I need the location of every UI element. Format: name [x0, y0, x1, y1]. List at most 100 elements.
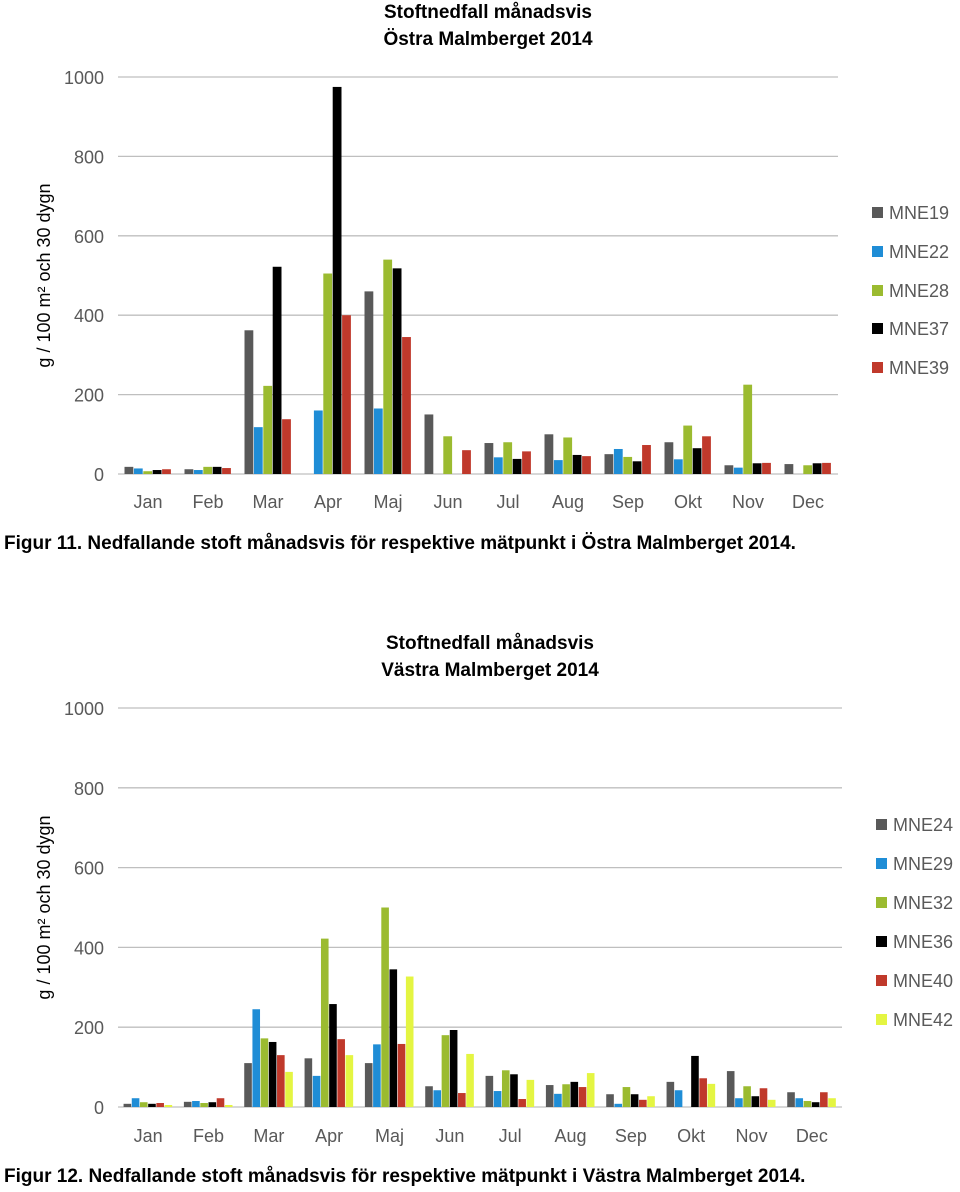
- bar-mne37: [572, 454, 582, 474]
- bar-mne36: [630, 1094, 639, 1107]
- bar-mne36: [691, 1055, 699, 1107]
- x-tick-label: Jun: [435, 1126, 464, 1146]
- bar-mne36: [751, 1096, 760, 1107]
- legend-swatch-mne40: [876, 975, 887, 986]
- y-tick-label: 800: [74, 779, 104, 799]
- bar-mne19: [724, 465, 734, 474]
- bar-mne19: [484, 443, 494, 474]
- bar-mne42: [526, 1079, 535, 1107]
- legend-label-mne40: MNE40: [893, 971, 953, 991]
- chart-west-svg: Stoftnedfall månadsvis Västra Malmberget …: [34, 633, 953, 1146]
- bar-mne24: [545, 1085, 554, 1107]
- bar-mne37: [392, 268, 402, 474]
- x-tick-label: Jan: [134, 1126, 163, 1146]
- x-tick-label: Nov: [732, 492, 764, 512]
- x-tick-label: Jul: [499, 1126, 522, 1146]
- bar-mne40: [156, 1103, 164, 1107]
- legend-swatch-mne19: [872, 207, 883, 218]
- y-tick-label: 600: [74, 859, 104, 879]
- bar-mne32: [562, 1084, 570, 1107]
- y-tick-label: 400: [74, 938, 104, 958]
- legend-label-mne37: MNE37: [889, 319, 949, 339]
- x-tick-label: Aug: [552, 492, 584, 512]
- bar-mne24: [485, 1075, 494, 1107]
- legend-label-mne42: MNE42: [893, 1010, 953, 1030]
- bar-mne22: [493, 457, 503, 474]
- x-tick-label: Jun: [433, 492, 462, 512]
- legend-swatch-mne39: [872, 362, 883, 373]
- x-tick-label: Mar: [253, 1126, 284, 1146]
- bar-mne29: [433, 1090, 442, 1107]
- x-tick-label: Sep: [615, 1126, 647, 1146]
- y-tick-label: 200: [74, 1018, 104, 1038]
- bar-mne42: [224, 1105, 233, 1107]
- bar-mne22: [313, 410, 323, 474]
- y-tick-label: 800: [74, 147, 104, 167]
- bar-mne24: [425, 1086, 433, 1107]
- bar-mne22: [373, 408, 383, 474]
- legend-label-mne36: MNE36: [893, 932, 953, 952]
- bar-mne32: [381, 907, 389, 1107]
- legend-label-mne28: MNE28: [889, 281, 949, 301]
- bar-mne32: [622, 1087, 631, 1107]
- bar-mne42: [707, 1083, 716, 1107]
- bar-mne32: [501, 1070, 510, 1107]
- bar-mne19: [604, 454, 614, 474]
- bar-mne29: [735, 1098, 743, 1107]
- bar-mne37: [152, 470, 162, 474]
- bar-mne24: [726, 1071, 735, 1107]
- x-tick-label: Jul: [496, 492, 519, 512]
- bar-mne28: [383, 259, 393, 474]
- bar-mne36: [510, 1074, 518, 1107]
- bar-mne37: [812, 463, 822, 474]
- bar-mne40: [216, 1098, 225, 1107]
- figure-caption-west: Figur 12. Nedfallande stoft månadsvis fö…: [4, 1166, 806, 1187]
- bar-mne39: [462, 450, 471, 474]
- bar-mne32: [743, 1086, 751, 1107]
- bar-mne42: [405, 976, 414, 1107]
- bar-mne29: [192, 1101, 200, 1107]
- bar-mne29: [312, 1075, 321, 1107]
- bar-mne24: [364, 1063, 373, 1107]
- bar-mne39: [402, 337, 411, 474]
- bar-mne37: [272, 266, 282, 474]
- y-tick-label: 1000: [64, 699, 104, 719]
- bar-mne29: [795, 1098, 804, 1107]
- bar-mne36: [148, 1103, 156, 1107]
- bar-mne39: [222, 468, 231, 474]
- x-tick-label: Aug: [554, 1126, 586, 1146]
- bar-mne40: [699, 1078, 707, 1107]
- bar-mne32: [260, 1038, 269, 1107]
- bar-mne37: [332, 86, 342, 475]
- bar-mne42: [164, 1105, 173, 1107]
- figure-caption-east: Figur 11. Nedfallande stoft månadsvis fö…: [4, 533, 796, 554]
- legend-swatch-mne28: [872, 285, 883, 296]
- bar-mne22: [193, 470, 203, 474]
- bar-mne40: [337, 1039, 345, 1107]
- bar-mne19: [124, 466, 134, 474]
- bar-mne22: [613, 448, 623, 474]
- bar-mne28: [563, 437, 573, 474]
- y-tick-label: 1000: [64, 68, 104, 88]
- bar-mne36: [208, 1102, 217, 1107]
- bar-mne39: [522, 451, 531, 474]
- bar-mne32: [139, 1102, 148, 1107]
- bar-mne36: [449, 1029, 458, 1107]
- bar-mne32: [200, 1103, 208, 1107]
- bar-mne37: [752, 463, 762, 474]
- bar-mne42: [285, 1071, 293, 1107]
- x-tick-label: Nov: [735, 1126, 767, 1146]
- bar-mne40: [277, 1055, 285, 1107]
- bar-mne19: [664, 442, 674, 474]
- y-tick-label: 200: [74, 386, 104, 406]
- x-tick-label: Okt: [674, 492, 702, 512]
- bar-mne28: [623, 456, 633, 474]
- bar-mne28: [503, 442, 513, 474]
- bar-mne24: [244, 1063, 252, 1107]
- bar-mne28: [683, 425, 693, 474]
- bar-mne24: [666, 1081, 675, 1107]
- bar-mne40: [397, 1043, 406, 1107]
- bar-mne24: [123, 1103, 132, 1107]
- chart-west: Stoftnedfall månadsvis Västra Malmberget …: [0, 620, 960, 1160]
- x-tick-label: Apr: [314, 492, 342, 512]
